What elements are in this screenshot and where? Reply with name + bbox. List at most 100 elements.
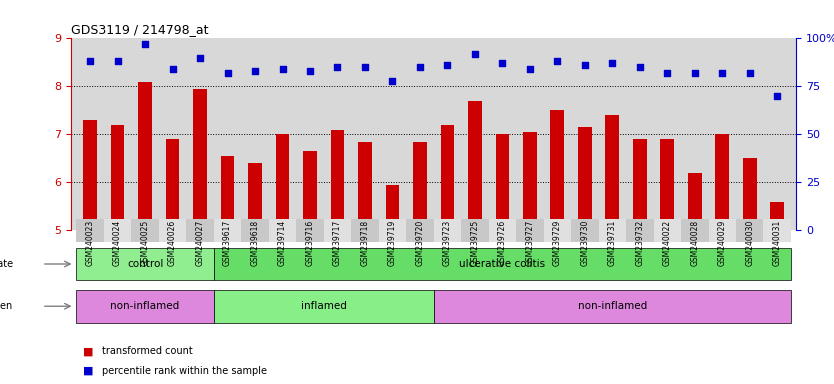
Bar [654,219,681,242]
Text: GSM240022: GSM240022 [663,220,672,266]
Text: GSM239618: GSM239618 [250,220,259,266]
Bar [138,82,152,230]
Text: GSM239717: GSM239717 [333,220,342,266]
Bar [544,219,571,242]
Point [304,68,317,74]
Text: GSM239732: GSM239732 [636,220,645,266]
Bar [716,134,729,230]
Bar [763,219,791,242]
Text: GSM239716: GSM239716 [305,220,314,266]
Bar [379,219,406,242]
Bar [516,219,544,242]
Text: GSM239729: GSM239729 [553,220,562,266]
Text: transformed count: transformed count [102,346,193,356]
Bar [406,219,434,242]
Bar [330,130,344,230]
Point [495,60,509,66]
Bar [578,127,591,230]
Bar [77,248,214,280]
Point [440,62,454,68]
Bar [221,156,234,230]
Text: non-inflamed: non-inflamed [578,301,647,311]
Bar [461,219,489,242]
Bar [324,219,351,242]
Bar [269,219,296,242]
Bar [626,219,654,242]
Bar [111,125,124,230]
Text: GSM239731: GSM239731 [608,220,617,266]
Text: GSM240027: GSM240027 [195,220,204,266]
Bar [771,202,784,230]
Bar [661,139,674,230]
Point [111,58,124,65]
Bar [495,134,510,230]
Text: GSM239723: GSM239723 [443,220,452,266]
Bar [276,134,289,230]
Bar [468,101,482,230]
Bar [131,219,158,242]
Point [716,70,729,76]
Text: GSM239730: GSM239730 [580,220,590,266]
Bar [104,219,131,242]
Bar [434,219,461,242]
Text: GSM239718: GSM239718 [360,220,369,266]
Bar [83,120,97,230]
Point [138,41,152,47]
Point [771,93,784,99]
Bar [193,89,207,230]
Text: non-inflamed: non-inflamed [110,301,179,311]
Bar [736,219,763,242]
Bar [413,142,427,230]
Text: GSM239714: GSM239714 [278,220,287,266]
Point [578,62,591,68]
Bar [709,219,736,242]
Point [193,55,207,61]
Bar [77,219,104,242]
Point [688,70,701,76]
Point [331,64,344,70]
Point [523,66,536,72]
Text: disease state: disease state [0,259,13,269]
Text: GSM240030: GSM240030 [746,220,754,266]
Bar [688,173,701,230]
Bar [681,219,709,242]
Text: GSM239725: GSM239725 [470,220,480,266]
Text: ulcerative colitis: ulcerative colitis [460,259,545,269]
Text: GSM240029: GSM240029 [718,220,726,266]
Text: GSM240025: GSM240025 [141,220,149,266]
Text: ■: ■ [83,366,94,376]
Bar [523,132,537,230]
Point [633,64,646,70]
Text: GSM240026: GSM240026 [168,220,177,266]
Point [743,70,756,76]
Point [249,68,262,74]
Text: GSM239726: GSM239726 [498,220,507,266]
Bar [550,111,565,230]
Text: GSM240031: GSM240031 [773,220,781,266]
Point [550,58,564,65]
Point [166,66,179,72]
Text: GSM240028: GSM240028 [691,220,699,266]
Text: GSM240023: GSM240023 [86,220,94,266]
Bar [214,219,241,242]
Bar [296,219,324,242]
Text: GSM239617: GSM239617 [223,220,232,266]
Bar [599,219,626,242]
Bar [385,185,399,230]
Bar [214,290,434,323]
Bar [241,219,269,242]
Bar [489,219,516,242]
Bar [303,151,317,230]
Bar [571,219,599,242]
Point [386,78,399,84]
Bar [434,290,791,323]
Point [605,60,619,66]
Text: percentile rank within the sample: percentile rank within the sample [102,366,267,376]
Point [359,64,372,70]
Text: GSM240024: GSM240024 [113,220,122,266]
Text: ■: ■ [83,346,94,356]
Point [221,70,234,76]
Bar [77,290,214,323]
Text: inflamed: inflamed [301,301,347,311]
Bar [214,248,791,280]
